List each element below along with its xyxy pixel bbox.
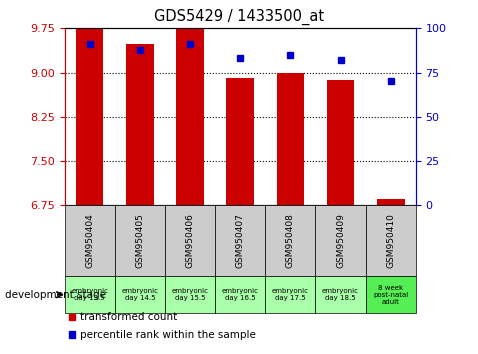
Bar bbox=[215, 276, 265, 313]
Text: embryonic
day 13.5: embryonic day 13.5 bbox=[71, 288, 108, 301]
Text: embryonic
day 18.5: embryonic day 18.5 bbox=[322, 288, 359, 301]
Bar bbox=[366, 276, 416, 313]
Bar bbox=[265, 276, 315, 313]
Text: percentile rank within the sample: percentile rank within the sample bbox=[80, 330, 256, 339]
Bar bbox=[76, 28, 103, 205]
Bar bbox=[165, 276, 215, 313]
Text: transformed count: transformed count bbox=[80, 312, 177, 322]
Bar bbox=[176, 28, 204, 205]
Text: development stage: development stage bbox=[5, 290, 106, 300]
Bar bbox=[126, 44, 153, 205]
Bar bbox=[165, 205, 215, 276]
Bar bbox=[315, 205, 366, 276]
Bar bbox=[115, 205, 165, 276]
Bar bbox=[65, 276, 115, 313]
Text: GSM950408: GSM950408 bbox=[286, 213, 295, 268]
Bar bbox=[377, 199, 404, 205]
Text: GSM950405: GSM950405 bbox=[135, 213, 144, 268]
Text: GSM950410: GSM950410 bbox=[386, 213, 395, 268]
Text: GSM950407: GSM950407 bbox=[236, 213, 245, 268]
Bar bbox=[265, 205, 315, 276]
Text: GSM950409: GSM950409 bbox=[336, 213, 345, 268]
Bar bbox=[366, 205, 416, 276]
Bar bbox=[215, 205, 265, 276]
Text: embryonic
day 15.5: embryonic day 15.5 bbox=[172, 288, 208, 301]
Text: GDS5429 / 1433500_at: GDS5429 / 1433500_at bbox=[154, 9, 324, 25]
Text: 8 week
post-natal
adult: 8 week post-natal adult bbox=[373, 285, 408, 305]
Bar bbox=[277, 73, 304, 205]
Text: GSM950404: GSM950404 bbox=[85, 213, 94, 268]
Text: GSM950406: GSM950406 bbox=[185, 213, 195, 268]
Bar bbox=[315, 276, 366, 313]
Text: embryonic
day 16.5: embryonic day 16.5 bbox=[222, 288, 259, 301]
Bar bbox=[115, 276, 165, 313]
Bar bbox=[65, 205, 115, 276]
Text: embryonic
day 14.5: embryonic day 14.5 bbox=[121, 288, 158, 301]
Bar bbox=[227, 79, 254, 205]
Bar bbox=[327, 80, 354, 205]
Text: embryonic
day 17.5: embryonic day 17.5 bbox=[272, 288, 309, 301]
